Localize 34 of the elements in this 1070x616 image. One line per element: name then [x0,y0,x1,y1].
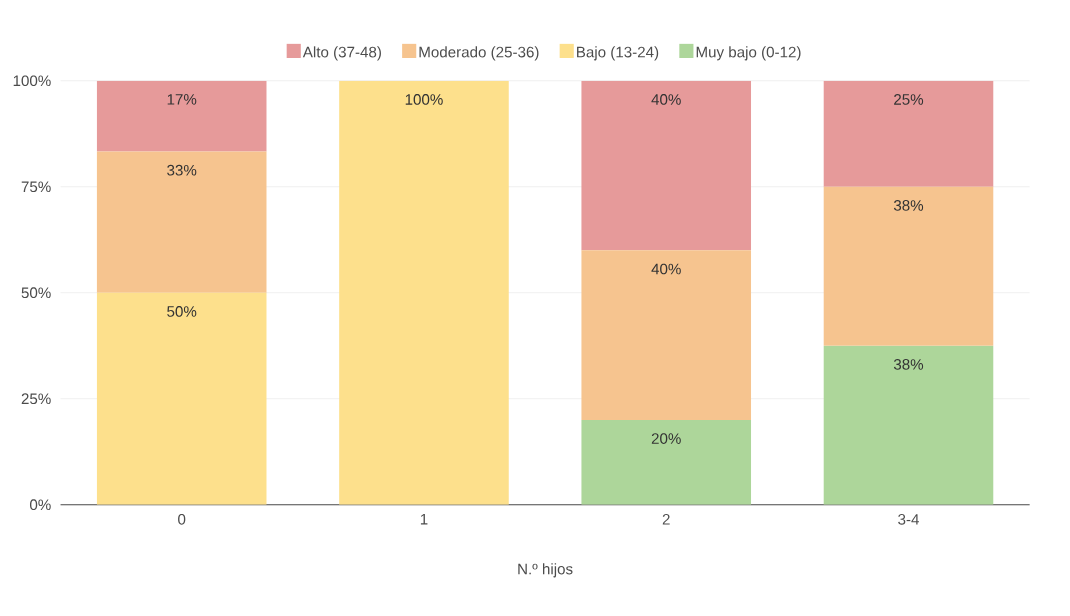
data-label: 40% [651,94,681,105]
data-label: 38% [893,359,924,370]
data-label: 50% [167,306,197,317]
data-label: 33% [167,165,197,176]
legend-label: Moderado (25-36) [419,46,539,61]
legend-label: Alto (37-48) [302,46,381,61]
legend-label: Muy bajo (0-12) [696,46,801,61]
bar [581,250,752,421]
y-tick-label: 100% [13,75,51,87]
data-label: 17% [167,94,197,105]
bar [823,80,994,187]
y-tick-label: 0% [29,499,51,511]
x-tick-label: 1 [420,514,428,525]
legend-label: Bajo (13-24) [577,46,659,61]
bar [96,292,267,505]
x-tick-label: 2 [662,514,670,525]
bar [823,345,994,505]
y-tick-label: 50% [21,287,51,299]
x-axis-title: N.º hijos [518,563,573,578]
bar [96,80,267,152]
bar [96,151,267,293]
y-tick-label: 25% [21,393,51,405]
bar [339,80,509,505]
bar [581,420,752,505]
bar [823,186,994,346]
x-tick-label: 0 [178,514,186,525]
bar [581,80,752,251]
data-label: 38% [893,200,924,211]
data-label: 40% [651,263,681,275]
x-tick-label: 3-4 [898,514,919,525]
data-label: 25% [894,94,924,105]
data-label: 20% [651,433,681,445]
y-tick-label: 75% [21,181,51,193]
data-label: 100% [405,94,443,105]
